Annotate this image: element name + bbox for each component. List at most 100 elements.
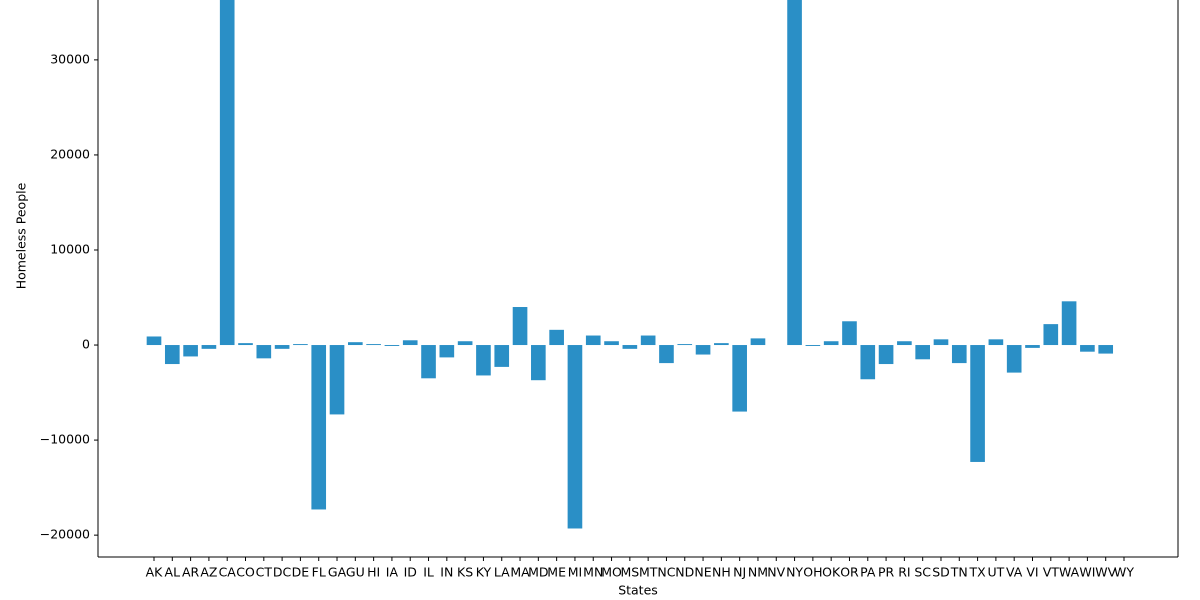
bar <box>640 335 656 346</box>
x-tick-label: KY <box>476 565 492 580</box>
bar <box>293 344 308 346</box>
x-tick-label: DC <box>273 565 292 580</box>
bar <box>219 0 235 346</box>
x-tick-label: ME <box>547 565 566 580</box>
bar <box>1080 345 1095 352</box>
x-tick-label: NM <box>748 565 768 580</box>
bar <box>842 321 857 346</box>
x-tick-label: WI <box>1079 565 1095 580</box>
bar <box>933 339 949 346</box>
bar <box>146 336 162 346</box>
bar <box>512 307 528 346</box>
bar <box>549 329 564 346</box>
bar <box>1025 345 1040 348</box>
bar <box>494 345 510 367</box>
x-tick-label: SD <box>932 565 950 580</box>
bar <box>402 340 418 346</box>
x-tick-label: MI <box>568 565 582 580</box>
x-tick-label: OK <box>822 565 841 580</box>
x-tick-label: CT <box>256 565 273 580</box>
bar <box>457 341 473 346</box>
x-tick-label: NE <box>694 565 711 580</box>
x-tick-label: CA <box>219 565 237 580</box>
x-tick-label: AK <box>146 565 164 580</box>
x-tick-label: ND <box>675 565 694 580</box>
x-axis-label: States <box>618 583 658 598</box>
y-tick-label: 10000 <box>50 241 90 256</box>
x-tick-label: NC <box>657 565 675 580</box>
bar <box>915 345 930 360</box>
bar <box>311 345 327 510</box>
plot-area <box>146 0 1114 529</box>
x-tick-label: FL <box>312 565 326 580</box>
x-tick-label: MT <box>639 565 658 580</box>
bar <box>201 345 217 349</box>
bar <box>238 343 253 346</box>
y-tick-label: 20000 <box>50 146 90 161</box>
x-tick-label: OH <box>803 565 822 580</box>
bar <box>823 341 839 346</box>
x-tick-label: IN <box>440 565 453 580</box>
y-tick-label: −10000 <box>40 432 90 447</box>
x-tick-label: GU <box>346 565 365 580</box>
x-tick-label: VT <box>1043 565 1060 580</box>
x-tick-label: LA <box>494 565 510 580</box>
x-tick-label: MS <box>620 565 639 580</box>
bar <box>1098 345 1114 354</box>
bar <box>476 345 491 376</box>
x-tick-label: UT <box>987 565 1004 580</box>
bar <box>348 342 363 346</box>
bar <box>585 335 601 346</box>
x-tick-label: VA <box>1006 565 1023 580</box>
bar <box>1043 324 1059 346</box>
bar <box>604 341 619 346</box>
bar <box>384 345 400 346</box>
bar <box>750 338 766 346</box>
x-tick-label: SC <box>914 565 931 580</box>
bar <box>329 345 345 415</box>
x-tick-label: OR <box>840 565 859 580</box>
bar <box>1006 345 1022 373</box>
x-tick-label: HI <box>367 565 380 580</box>
x-tick-label: KS <box>457 565 473 580</box>
bar <box>951 345 967 364</box>
x-tick-label: RI <box>898 565 910 580</box>
x-tick-label: AZ <box>200 565 217 580</box>
bar <box>714 343 729 346</box>
bar <box>421 345 436 379</box>
x-tick-label: NJ <box>733 565 746 580</box>
bar <box>366 344 381 346</box>
x-tick-label: NH <box>712 565 731 580</box>
x-tick-label: MN <box>583 565 603 580</box>
bar <box>878 345 894 365</box>
bar <box>805 345 821 346</box>
bar <box>659 345 674 364</box>
x-tick-label: PR <box>878 565 895 580</box>
x-tick-label: WV <box>1095 565 1116 580</box>
x-tick-label: MO <box>601 565 622 580</box>
bar <box>695 345 711 355</box>
x-tick-label: TX <box>968 565 986 580</box>
bar <box>897 341 912 346</box>
bar <box>439 345 455 358</box>
bar <box>256 345 272 359</box>
bar <box>274 345 290 349</box>
bar <box>1061 301 1077 346</box>
y-tick-label: −20000 <box>40 527 90 542</box>
x-tick-label: WY <box>1114 565 1134 580</box>
bar <box>860 345 876 380</box>
x-tick-label: AL <box>165 565 181 580</box>
y-axis-label: Homeless People <box>14 182 29 289</box>
x-tick-label: NY <box>786 565 803 580</box>
bar <box>988 339 1004 346</box>
x-tick-label: PA <box>860 565 876 580</box>
x-tick-label: MD <box>528 565 548 580</box>
x-tick-label: CO <box>236 565 255 580</box>
x-tick-label: IA <box>386 565 399 580</box>
y-tick-label: 30000 <box>50 51 90 66</box>
x-tick-label: GA <box>328 565 347 580</box>
x-tick-label: WA <box>1059 565 1080 580</box>
x-tick-label: AR <box>182 565 200 580</box>
y-tick-label: 0 <box>82 337 90 352</box>
